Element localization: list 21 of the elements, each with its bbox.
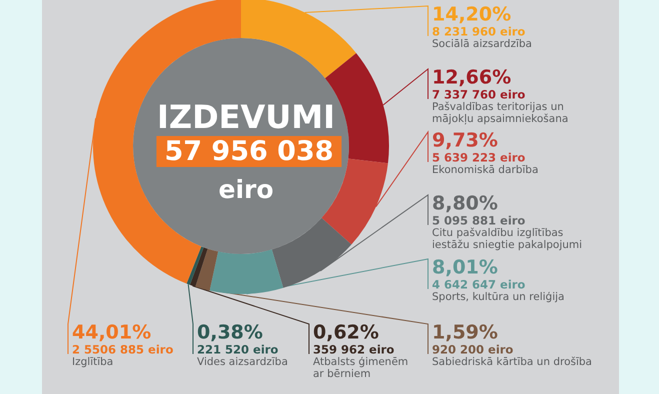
slice-label: Sports, kultūra un reliģija (432, 291, 564, 303)
slice-label: Citu pašvaldību izglītības iestāžu sniegtie pakalpojumi (432, 227, 582, 251)
data-label: 14,20% 8 231 960 eiro (432, 4, 526, 38)
slice-label: Vides aizsardzība (197, 356, 288, 368)
slice-label: Atbalsts ģimenēm ar bērniem (313, 356, 408, 380)
text: IZDEVUMI (156, 98, 336, 136)
data-label: 44,01% 2 5506 885 eiro (72, 322, 174, 356)
data-label: 0,38% 221 520 eiro (197, 322, 278, 356)
text: eiro (218, 175, 274, 204)
data-label: 12,66% 7 337 760 eiro (432, 66, 526, 102)
slice-label: Izglītība (72, 356, 114, 368)
data-label: 1,59% 920 200 eiro (432, 322, 514, 356)
data-label: 8,01% 4 642 647 eiro (432, 256, 526, 292)
text: 57 956 038 (164, 136, 334, 167)
data-label: 8,80% 5 095 881 eiro (432, 192, 526, 228)
slice-label: Pašvaldības teritorijas un mājokļu apsaimniekošana (432, 101, 568, 125)
data-label: 0,62% 359 962 eiro (313, 322, 394, 356)
slice-label: Sabiedriskā kārtība un drošība (432, 356, 592, 368)
slice-label: Sociālā aizsardzība (432, 38, 532, 50)
data-label: 9,73% 5 639 223 eiro (432, 130, 526, 164)
slice-label: Ekonomiskā darbība (432, 164, 538, 176)
